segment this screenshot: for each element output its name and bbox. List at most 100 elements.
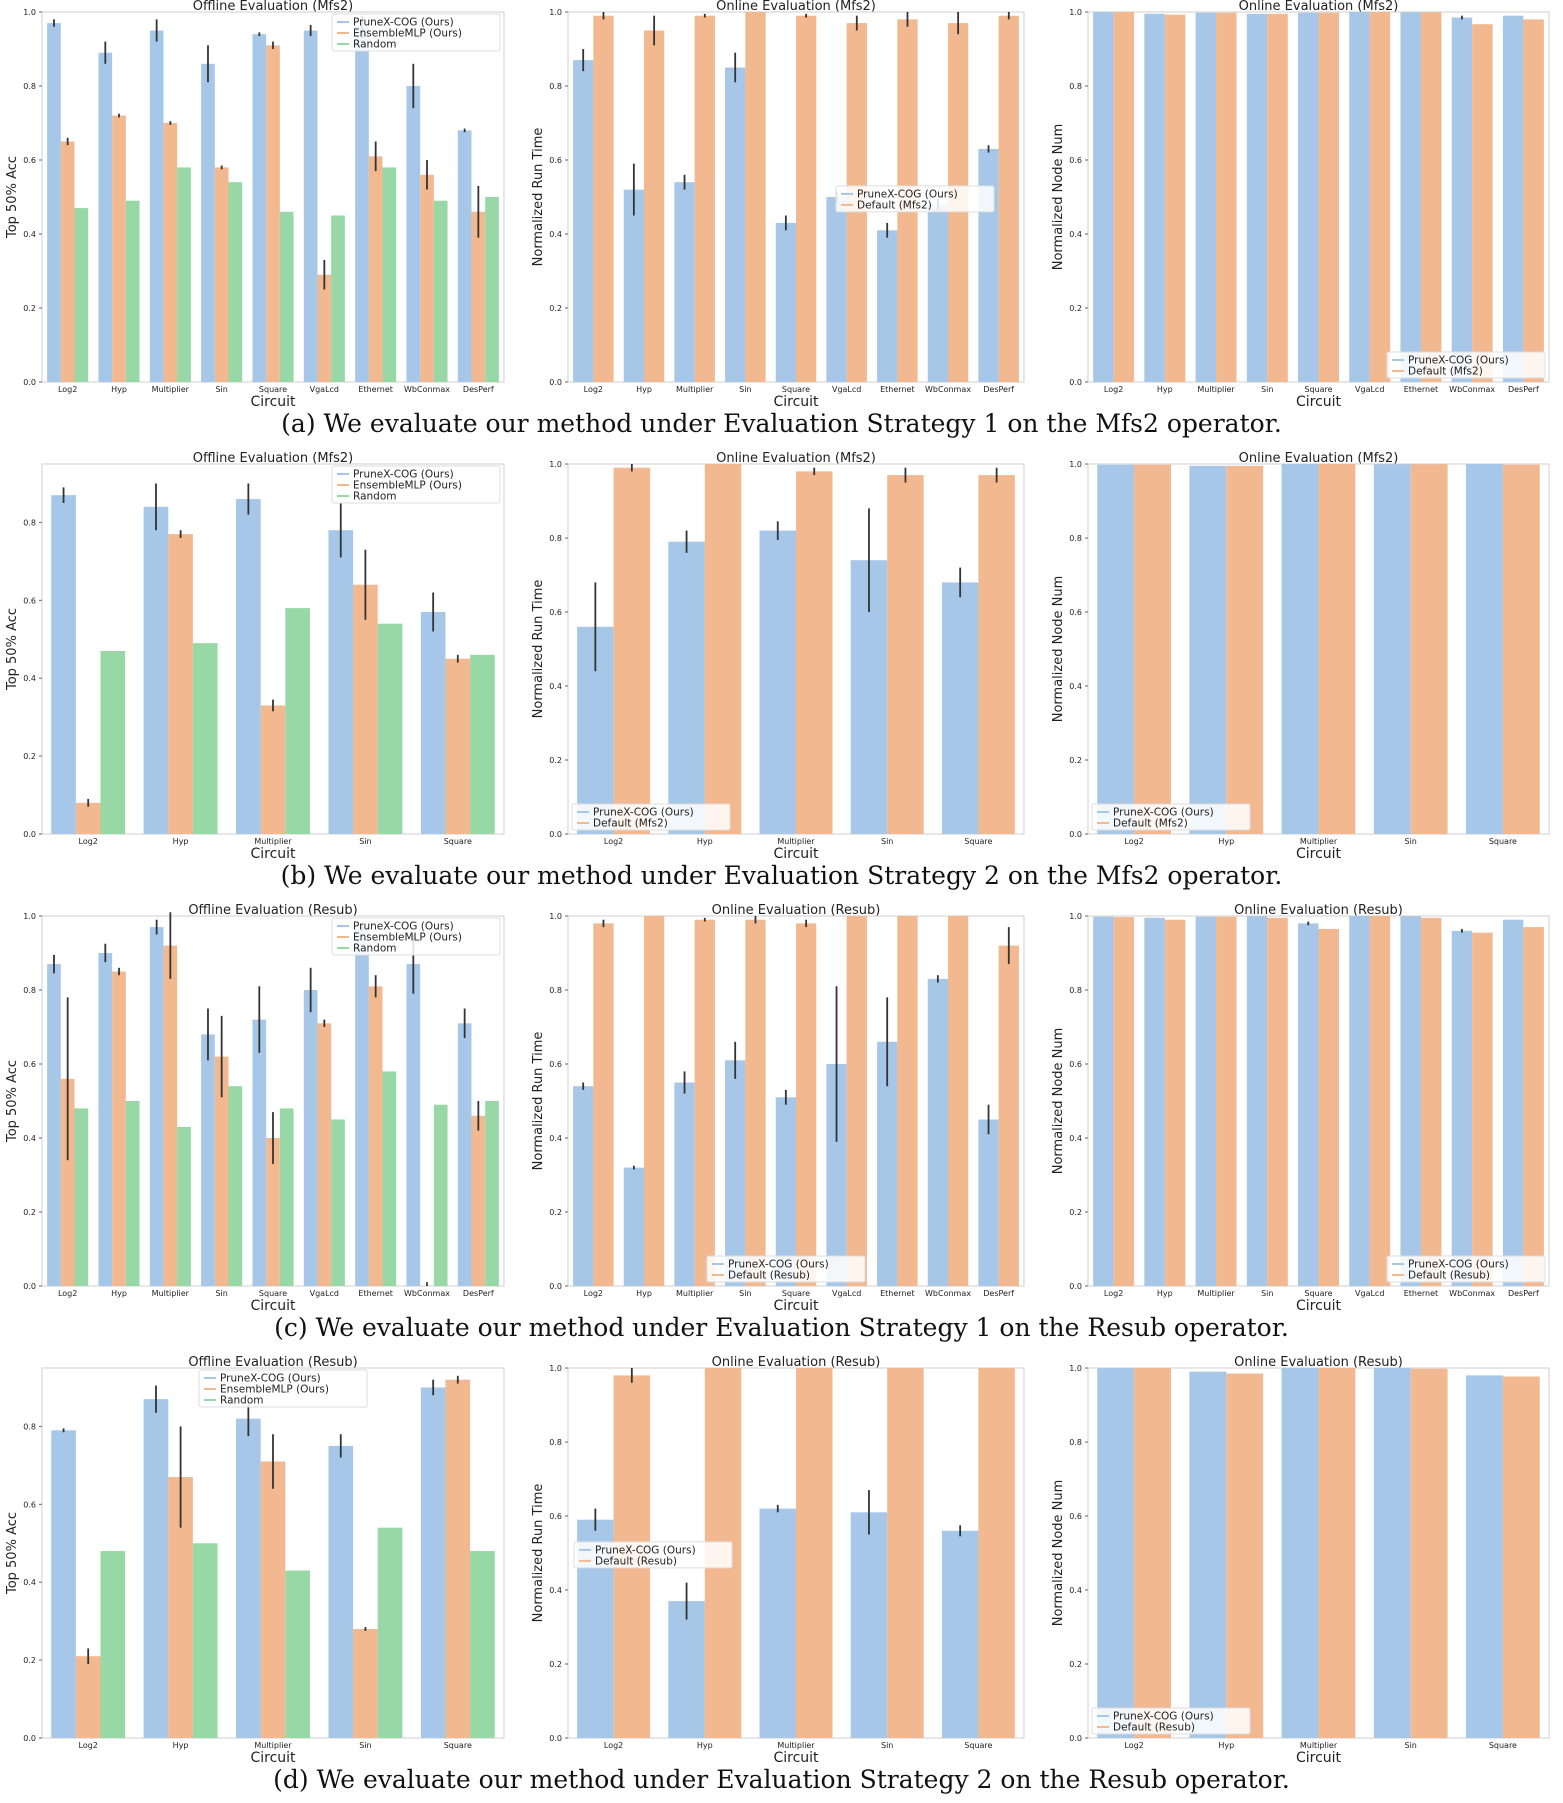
x-tick-label: WbConmax bbox=[1449, 1289, 1495, 1298]
bar bbox=[1318, 12, 1339, 383]
bar bbox=[573, 1086, 594, 1286]
legend: PruneX-COG (Ours)Default (Resub) bbox=[1091, 1707, 1251, 1735]
legend-label: PruneX-COG (Ours) bbox=[857, 188, 958, 200]
legend-label: EnsembleMLP (Ours) bbox=[353, 28, 462, 40]
bar bbox=[279, 211, 294, 382]
bar bbox=[433, 1104, 448, 1286]
x-tick-label: Multiplier bbox=[777, 837, 815, 846]
y-tick-label: 0.0 bbox=[1069, 378, 1082, 387]
legend-label: Random bbox=[353, 491, 396, 503]
bar bbox=[445, 658, 471, 834]
bar bbox=[60, 141, 75, 382]
x-tick-label: VgaLcd bbox=[310, 1289, 339, 1298]
legend: PruneX-COG (Ours)Default (Mfs2) bbox=[571, 803, 731, 831]
bar bbox=[1164, 919, 1186, 1286]
bar bbox=[75, 802, 101, 834]
bar bbox=[941, 1530, 979, 1738]
legend-label: PruneX-COG (Ours) bbox=[353, 469, 454, 481]
x-tick-label: Hyp bbox=[697, 837, 713, 846]
legend-label: Random bbox=[353, 943, 396, 955]
bar bbox=[1195, 916, 1217, 1286]
legend-label: EnsembleMLP (Ours) bbox=[353, 932, 462, 944]
bar bbox=[377, 1527, 403, 1738]
x-tick-label: Square bbox=[1304, 1289, 1332, 1298]
bar bbox=[214, 1056, 229, 1286]
y-tick-label: 0.8 bbox=[549, 1438, 562, 1447]
bar bbox=[694, 15, 715, 382]
y-tick-label: 0.2 bbox=[549, 1660, 562, 1669]
bar bbox=[471, 211, 486, 382]
y-tick-label: 0.4 bbox=[23, 230, 36, 239]
x-tick-label: Log2 bbox=[1124, 1741, 1143, 1750]
legend-label: PruneX-COG (Ours) bbox=[353, 921, 454, 933]
x-tick-label: Hyp bbox=[1157, 385, 1173, 394]
x-tick-label: WbConmax bbox=[404, 385, 450, 394]
x-axis-label: Circuit bbox=[773, 394, 819, 410]
y-tick-label: 0.6 bbox=[549, 1512, 562, 1521]
y-tick-label: 0.8 bbox=[549, 534, 562, 543]
legend-label: PruneX-COG (Ours) bbox=[1408, 1259, 1509, 1271]
bar bbox=[100, 650, 126, 834]
x-tick-label: Log2 bbox=[1104, 1289, 1123, 1298]
bar bbox=[1318, 1368, 1356, 1738]
bar bbox=[1189, 465, 1227, 834]
x-tick-label: Log2 bbox=[1104, 385, 1123, 394]
bar bbox=[887, 1368, 924, 1738]
caption-c: (c) We evaluate our method under Evaluat… bbox=[274, 1313, 1289, 1342]
bar bbox=[1113, 917, 1135, 1286]
bar bbox=[1410, 1368, 1448, 1738]
x-tick-label: Square bbox=[259, 385, 287, 394]
x-tick-label: Multiplier bbox=[1300, 837, 1338, 846]
chart-title: Offline Evaluation (Resub) bbox=[188, 903, 357, 918]
legend-label: Default (Mfs2) bbox=[857, 199, 932, 211]
legend-label: PruneX-COG (Ours) bbox=[728, 1259, 829, 1271]
bar bbox=[1093, 916, 1114, 1286]
x-tick-label: DesPerf bbox=[463, 1289, 494, 1298]
x-tick-label: Square bbox=[444, 1741, 472, 1750]
bar bbox=[593, 15, 614, 382]
legend-label: Default (Resub) bbox=[1113, 1722, 1195, 1734]
bar bbox=[149, 30, 164, 382]
legend: PruneX-COG (Ours)Default (Resub) bbox=[1386, 1255, 1546, 1283]
bar bbox=[775, 1097, 796, 1286]
x-tick-label: Sin bbox=[359, 837, 371, 846]
y-tick-label: 0.2 bbox=[23, 1208, 36, 1217]
bar bbox=[163, 945, 178, 1286]
y-tick-label: 0.6 bbox=[549, 1060, 562, 1069]
x-tick-label: Multiplier bbox=[676, 1289, 714, 1298]
legend-label: PruneX-COG (Ours) bbox=[1113, 807, 1214, 819]
bar bbox=[125, 1101, 140, 1286]
bar bbox=[353, 584, 378, 834]
bar bbox=[471, 1115, 486, 1286]
bar bbox=[382, 1071, 397, 1286]
bar bbox=[1472, 932, 1493, 1286]
caption-d: (d) We evaluate our method under Evaluat… bbox=[273, 1765, 1290, 1794]
x-tick-label: Square bbox=[444, 837, 472, 846]
x-tick-label: VgaLcd bbox=[832, 385, 861, 394]
y-tick-label: 0.0 bbox=[549, 830, 562, 839]
bar bbox=[47, 23, 61, 382]
bar bbox=[998, 945, 1019, 1286]
bar bbox=[149, 927, 164, 1286]
y-tick-label: 0.0 bbox=[23, 378, 36, 387]
y-tick-label: 0.6 bbox=[23, 156, 36, 165]
bar bbox=[368, 156, 383, 382]
x-axis-label: Circuit bbox=[250, 846, 296, 862]
legend-label: PruneX-COG (Ours) bbox=[1113, 1711, 1214, 1723]
x-tick-label: Sin bbox=[1261, 385, 1273, 394]
legend-label: EnsembleMLP (Ours) bbox=[353, 480, 462, 492]
x-tick-label: Multiplier bbox=[152, 1289, 190, 1298]
bar bbox=[331, 1119, 345, 1286]
legend-label: PruneX-COG (Ours) bbox=[1408, 355, 1509, 367]
caption-a: (a) We evaluate our method under Evaluat… bbox=[281, 409, 1282, 438]
x-tick-label: DesPerf bbox=[1508, 1289, 1539, 1298]
bar bbox=[445, 1379, 471, 1738]
x-tick-label: DesPerf bbox=[463, 385, 494, 394]
chart-title: Online Evaluation (Resub) bbox=[712, 1355, 881, 1370]
bar bbox=[98, 52, 113, 382]
x-tick-label: Hyp bbox=[1157, 1289, 1173, 1298]
bar bbox=[1369, 916, 1391, 1286]
y-tick-label: 0.4 bbox=[549, 1134, 562, 1143]
y-tick-label: 1.0 bbox=[549, 912, 562, 921]
legend-label: Default (Resub) bbox=[728, 1270, 810, 1282]
